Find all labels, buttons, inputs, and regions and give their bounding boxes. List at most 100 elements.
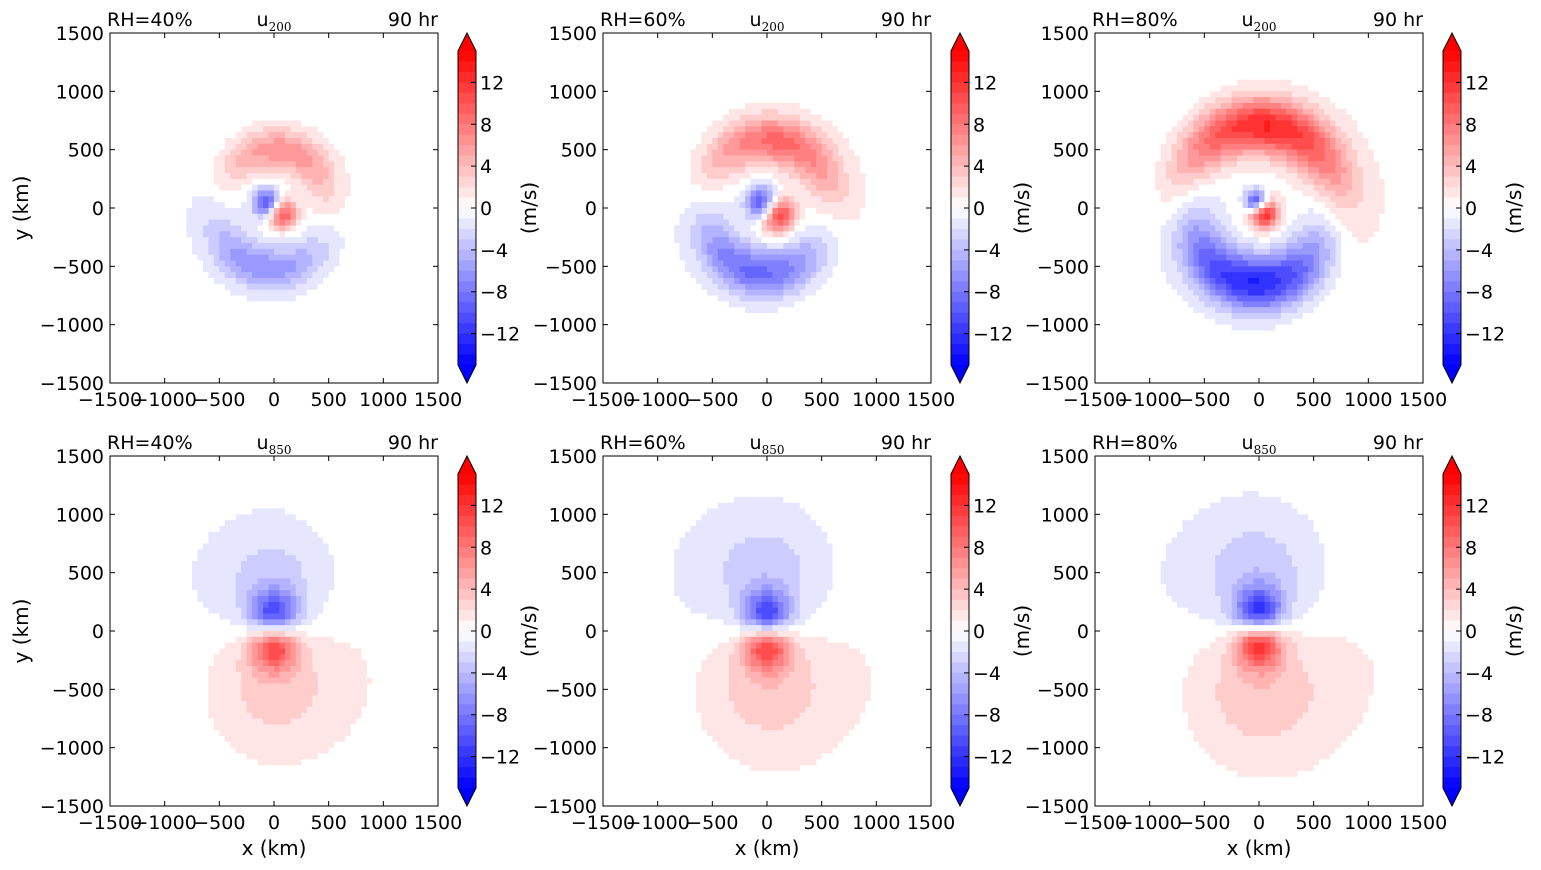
- heatmap-cell: [312, 173, 319, 180]
- heatmap-cell: [603, 143, 610, 151]
- heatmap-cell: [268, 79, 275, 87]
- heatmap-cell: [115, 149, 122, 157]
- heatmap-cell: [131, 377, 138, 383]
- heatmap-cell: [657, 33, 664, 40]
- heatmap-cell: [805, 62, 812, 69]
- heatmap-cell: [202, 202, 209, 209]
- heatmap-cell: [159, 149, 166, 157]
- heatmap-cell: [263, 289, 270, 297]
- heatmap-cell: [405, 167, 412, 174]
- heatmap-cell: [849, 120, 856, 127]
- heatmap-cell: [241, 365, 248, 372]
- heatmap-cell: [345, 359, 352, 367]
- heatmap-cell: [652, 103, 659, 110]
- heatmap-cell: [301, 44, 308, 52]
- heatmap-cell: [859, 126, 866, 133]
- heatmap-cell: [164, 289, 171, 297]
- heatmap-cell: [115, 301, 122, 308]
- heatmap-cell: [230, 138, 237, 145]
- heatmap-cell: [323, 266, 330, 273]
- heatmap-cell: [295, 44, 302, 52]
- heatmap-cell: [301, 225, 308, 232]
- heatmap-cell: [186, 248, 193, 256]
- heatmap-cell: [274, 38, 281, 46]
- heatmap-cell: [252, 295, 259, 302]
- heatmap-cell: [356, 44, 363, 52]
- heatmap-cell: [137, 213, 144, 221]
- heatmap-cell: [712, 62, 719, 69]
- heatmap-cell: [810, 56, 817, 63]
- heatmap-cell: [619, 103, 626, 110]
- heatmap-cell: [202, 62, 209, 69]
- heatmap-cell: [181, 126, 188, 133]
- heatmap-cell: [279, 38, 286, 46]
- heatmap-cell: [290, 330, 297, 337]
- heatmap-cell: [838, 108, 845, 116]
- heatmap-cell: [394, 85, 401, 92]
- heatmap-cell: [646, 108, 653, 116]
- heatmap-cell: [339, 342, 346, 349]
- heatmap-cell: [142, 44, 149, 52]
- heatmap-cell: [164, 167, 171, 174]
- heatmap-cell: [427, 359, 434, 367]
- heatmap-cell: [175, 336, 182, 343]
- heatmap-cell: [388, 295, 395, 302]
- heatmap-cell: [284, 348, 291, 355]
- heatmap-cell: [394, 225, 401, 232]
- heatmap-cell: [284, 295, 291, 302]
- heatmap-cell: [110, 336, 117, 343]
- heatmap-cell: [328, 73, 335, 81]
- heatmap-cell: [317, 114, 324, 122]
- heatmap-cell: [306, 50, 313, 57]
- heatmap-cell: [388, 155, 395, 162]
- heatmap-cell: [257, 365, 264, 372]
- heatmap-cell: [695, 62, 702, 69]
- heatmap-cell: [137, 225, 144, 232]
- heatmap-cell: [197, 266, 204, 273]
- heatmap-cell: [170, 62, 177, 69]
- heatmap-cell: [246, 225, 253, 232]
- heatmap-cell: [110, 307, 117, 314]
- heatmap-cell: [668, 50, 675, 57]
- heatmap-cell: [421, 173, 428, 180]
- heatmap-cell: [405, 143, 412, 151]
- heatmap-cell: [175, 33, 182, 40]
- heatmap-cell: [372, 365, 379, 372]
- heatmap-cell: [805, 108, 812, 116]
- heatmap-cell: [268, 50, 275, 57]
- heatmap-cell: [870, 79, 877, 87]
- heatmap-cell: [427, 190, 434, 197]
- heatmap-cell: [115, 196, 122, 203]
- heatmap-cell: [328, 50, 335, 57]
- heatmap-cell: [432, 56, 438, 63]
- heatmap-cell: [334, 243, 341, 250]
- heatmap-cell: [328, 260, 335, 267]
- heatmap-cell: [312, 278, 319, 285]
- heatmap-cell: [213, 289, 220, 297]
- heatmap-cell: [706, 91, 713, 98]
- heatmap-cell: [635, 132, 642, 139]
- heatmap-cell: [284, 33, 291, 40]
- heatmap-cell: [372, 237, 379, 244]
- heatmap-cell: [728, 50, 735, 57]
- heatmap-cell: [328, 359, 335, 367]
- heatmap-cell: [635, 56, 642, 63]
- heatmap-cell: [717, 68, 724, 75]
- heatmap-cell: [252, 167, 259, 174]
- heatmap-cell: [115, 213, 122, 221]
- heatmap-cell: [876, 143, 883, 151]
- heatmap-cell: [361, 336, 368, 343]
- heatmap-cell: [295, 324, 302, 332]
- heatmap-cell: [202, 50, 209, 57]
- heatmap-cell: [674, 91, 681, 98]
- heatmap-cell: [126, 353, 133, 361]
- heatmap-cell: [323, 97, 330, 104]
- heatmap-cell: [772, 56, 779, 63]
- heatmap-cell: [290, 108, 297, 116]
- heatmap-cell: [153, 33, 160, 40]
- heatmap-cell: [925, 132, 931, 139]
- heatmap-cell: [312, 33, 319, 40]
- heatmap-cell: [126, 208, 133, 215]
- heatmap-cell: [301, 289, 308, 297]
- heatmap-cell: [197, 301, 204, 308]
